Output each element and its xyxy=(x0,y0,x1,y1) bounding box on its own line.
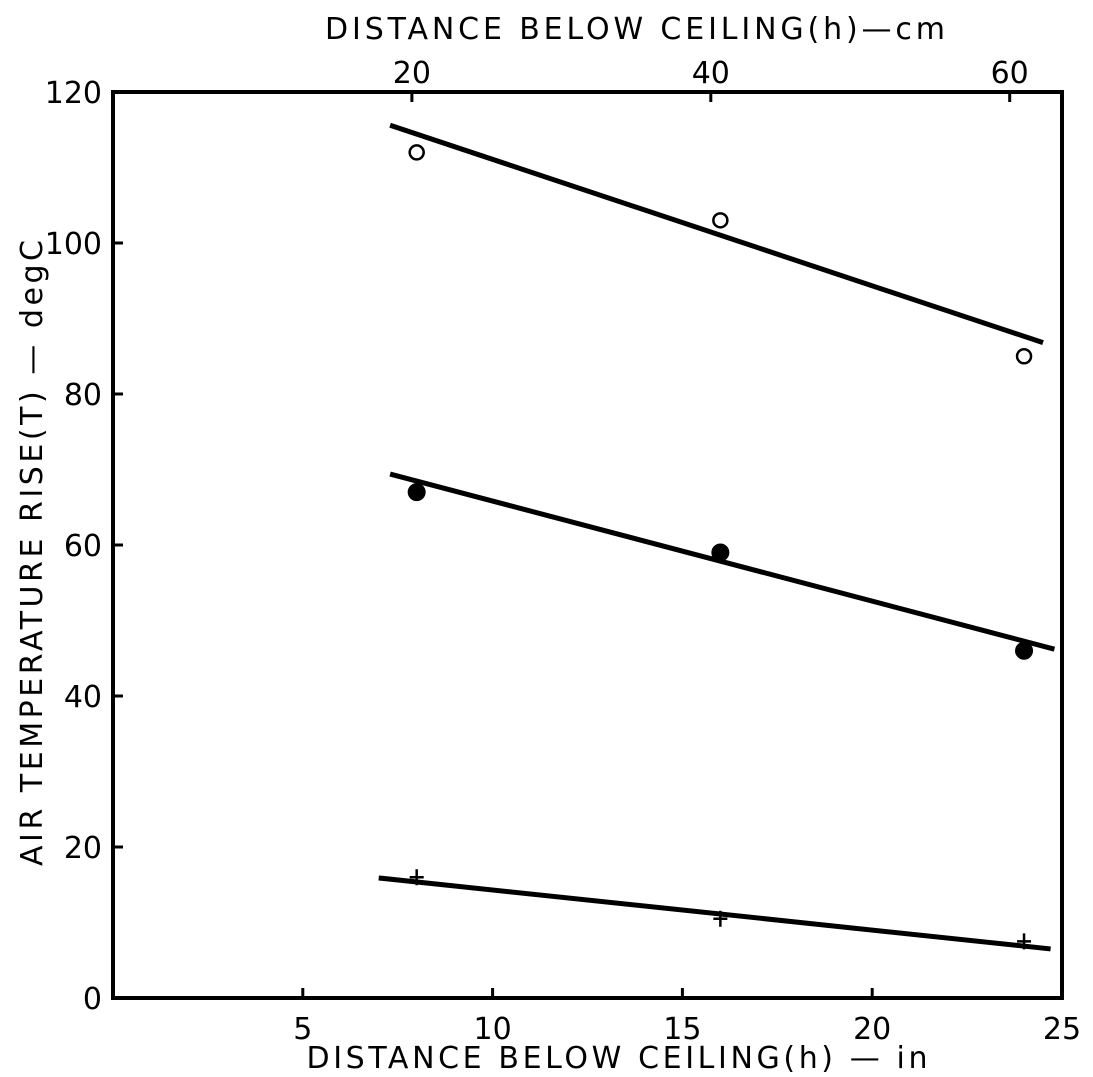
data-point xyxy=(408,144,425,161)
series-2 xyxy=(389,471,1056,660)
data-point xyxy=(1015,641,1034,660)
fit-line xyxy=(378,875,1051,952)
y-tick-label: 60 xyxy=(64,529,102,564)
y-tick-label: 80 xyxy=(64,378,102,413)
y-tick-label: 120 xyxy=(45,76,102,111)
fit-line xyxy=(389,471,1056,652)
x2-tick-label: 40 xyxy=(692,56,730,91)
axis-ticks: 0 20 40 60 80 100 120 5 10 15 20 25 20 40 60 xyxy=(45,56,1081,1047)
series-1 xyxy=(389,122,1044,365)
x-tick-label: 25 xyxy=(1043,1012,1081,1047)
data-point xyxy=(713,910,728,927)
data-point xyxy=(1015,348,1033,365)
data-point xyxy=(712,212,729,229)
data-point xyxy=(409,869,424,886)
top-axis-title: DISTANCE BELOW CEILING(h)—cm xyxy=(325,12,945,47)
y-tick-label: 100 xyxy=(45,227,102,262)
data-point xyxy=(711,543,730,562)
fit-line xyxy=(389,122,1044,346)
y-tick-label: 20 xyxy=(64,831,102,866)
data-point xyxy=(1017,933,1032,950)
x2-tick-label: 60 xyxy=(991,56,1029,91)
x-tick-label: 5 xyxy=(293,1012,312,1047)
y-tick-label: 0 xyxy=(83,982,102,1017)
series-3 xyxy=(378,869,1051,952)
data-point xyxy=(407,483,426,502)
x-tick-label: 20 xyxy=(853,1012,891,1047)
plot-area xyxy=(378,122,1056,952)
x2-tick-label: 20 xyxy=(393,56,431,91)
x-tick-label: 15 xyxy=(663,1012,701,1047)
x-tick-label: 10 xyxy=(474,1012,512,1047)
y-tick-label: 40 xyxy=(64,680,102,715)
axis-frame xyxy=(111,90,1064,1000)
